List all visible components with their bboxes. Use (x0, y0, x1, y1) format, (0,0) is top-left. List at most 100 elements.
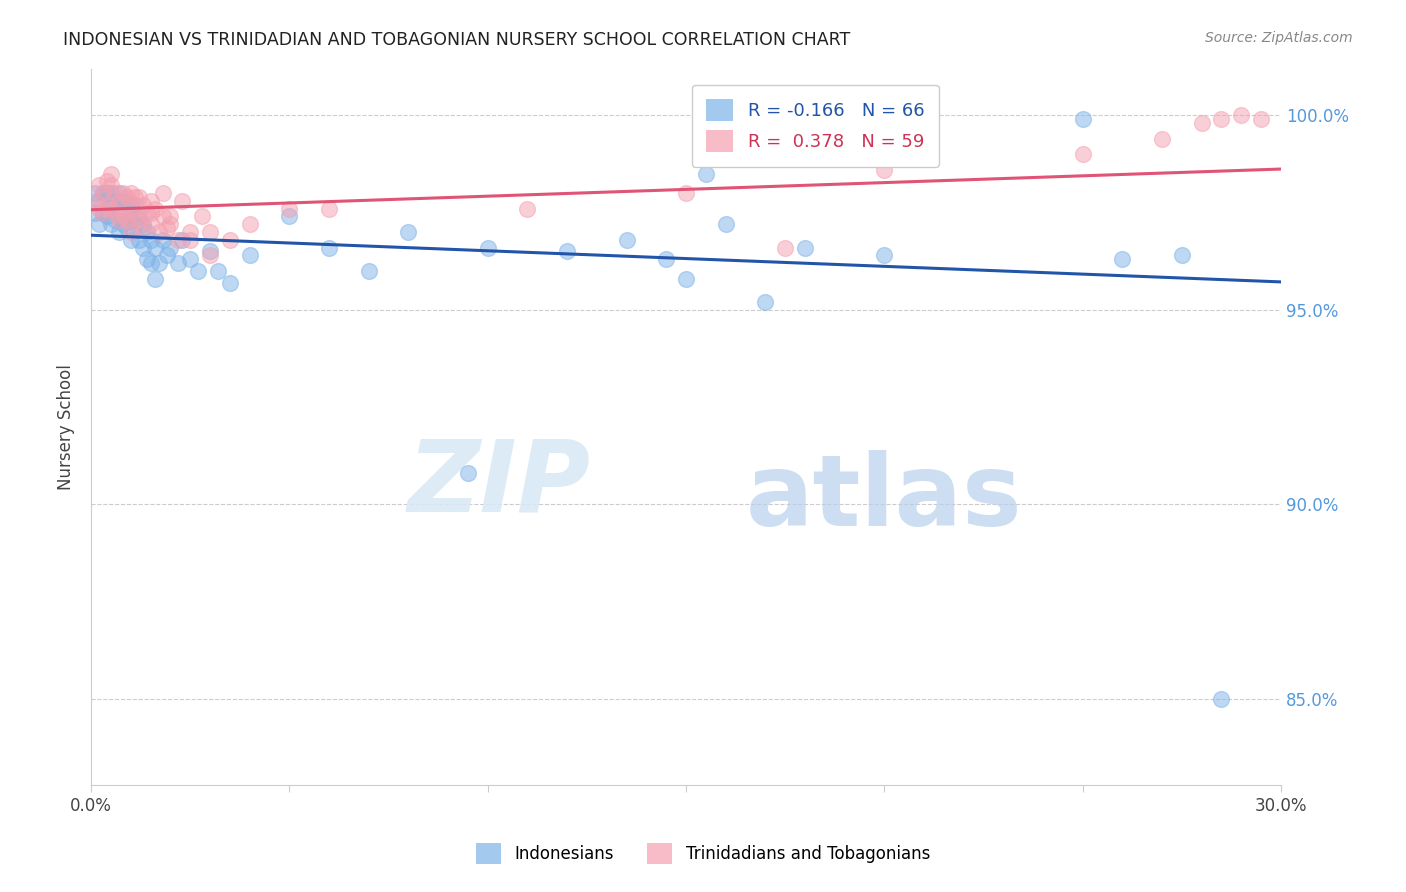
Point (1211, 692, 1233, 706)
Point (108, 225, 131, 239)
Point (219, 233, 242, 247)
Point (148, 225, 170, 239)
Point (96, 174, 118, 188)
Point (87, 202, 110, 216)
Point (135, 252, 157, 267)
Point (96, 198, 118, 212)
Point (675, 186, 697, 200)
Point (120, 225, 142, 239)
Point (128, 213, 150, 227)
Point (143, 241, 166, 255)
Point (357, 264, 380, 278)
Point (219, 276, 242, 290)
Point (124, 210, 146, 224)
Point (239, 248, 262, 262)
Point (96, 210, 118, 224)
Point (132, 221, 155, 235)
Point (104, 194, 127, 208)
Point (115, 213, 138, 227)
Point (139, 194, 162, 208)
Point (198, 225, 221, 239)
Legend: R = -0.166   N = 66, R =  0.378   N = 59: R = -0.166 N = 66, R = 0.378 N = 59 (692, 85, 939, 167)
Point (773, 241, 796, 255)
Point (91, 186, 114, 200)
Point (179, 252, 201, 267)
Point (1211, 112, 1233, 127)
Point (873, 248, 896, 262)
Point (318, 202, 340, 216)
Point (207, 264, 229, 278)
Point (120, 233, 142, 247)
Point (120, 198, 142, 212)
Point (87, 217, 110, 231)
Point (616, 233, 638, 247)
Point (152, 233, 174, 247)
Text: Source: ZipAtlas.com: Source: ZipAtlas.com (1205, 31, 1353, 45)
Point (115, 190, 138, 204)
Point (100, 167, 122, 181)
Point (187, 264, 209, 278)
Y-axis label: Nursery School: Nursery School (58, 364, 75, 490)
Point (139, 256, 162, 270)
Point (1171, 248, 1194, 262)
Point (100, 178, 122, 193)
Point (152, 210, 174, 224)
Point (1071, 112, 1094, 127)
Point (139, 217, 162, 231)
Point (1230, 108, 1253, 122)
Point (155, 221, 177, 235)
Text: ZIP: ZIP (408, 435, 591, 533)
Point (87, 194, 110, 208)
Point (143, 202, 166, 216)
Point (104, 205, 127, 219)
Point (457, 467, 479, 481)
Point (198, 244, 221, 259)
Point (120, 202, 142, 216)
Point (172, 194, 194, 208)
Point (139, 205, 162, 219)
Point (167, 256, 190, 270)
Point (87, 178, 110, 193)
Point (128, 233, 150, 247)
Point (477, 241, 499, 255)
Point (159, 210, 181, 224)
Point (91, 205, 114, 219)
Point (148, 256, 170, 270)
Point (128, 210, 150, 224)
Point (115, 221, 138, 235)
Point (84, 186, 107, 200)
Point (278, 210, 301, 224)
Point (152, 186, 174, 200)
Point (139, 233, 162, 247)
Point (96, 186, 118, 200)
Point (555, 244, 578, 259)
Point (794, 241, 817, 255)
Point (100, 202, 122, 216)
Point (120, 213, 142, 227)
Point (191, 210, 214, 224)
Point (1150, 131, 1173, 145)
Point (167, 233, 190, 247)
Point (516, 202, 538, 216)
Point (104, 213, 127, 227)
Point (115, 194, 138, 208)
Point (91, 186, 114, 200)
Point (111, 217, 134, 231)
Point (198, 248, 221, 262)
Point (100, 198, 122, 212)
Legend: Indonesians, Trinidadians and Tobagonians: Indonesians, Trinidadians and Tobagonian… (470, 837, 936, 871)
Point (695, 167, 717, 181)
Point (754, 295, 776, 310)
Point (111, 194, 134, 208)
Point (124, 198, 146, 212)
Point (172, 233, 194, 247)
Point (132, 198, 155, 212)
Point (128, 190, 150, 204)
Point (1071, 147, 1094, 161)
Point (135, 205, 157, 219)
Point (873, 162, 896, 177)
Point (159, 217, 181, 231)
Point (100, 186, 122, 200)
Point (108, 194, 131, 208)
Point (155, 248, 177, 262)
